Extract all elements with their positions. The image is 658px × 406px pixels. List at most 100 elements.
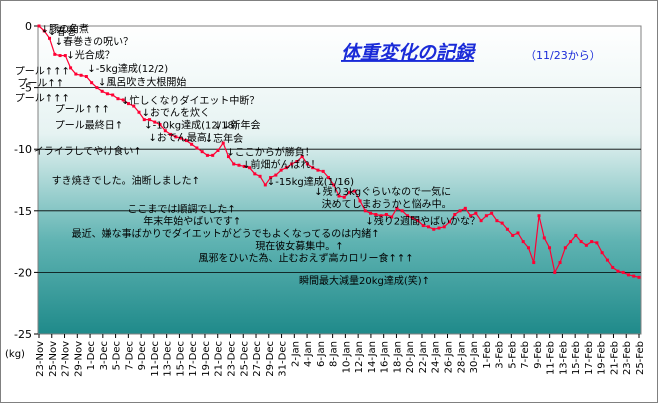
annotation-label: ↓ここからが勝負！	[226, 146, 314, 159]
x-tick-label: 25-Nov	[48, 341, 59, 377]
data-point	[416, 219, 420, 223]
annotations: ↓豚の角煮↓春巻↓春巻きの呪い？↓光合成？ ↓-5kg達成(12/2)↓風呂吹き大…	[15, 23, 480, 286]
data-point	[126, 102, 130, 106]
x-tick-label: 5-Feb	[507, 341, 518, 369]
data-point	[158, 123, 162, 127]
data-point	[442, 225, 446, 229]
data-point	[542, 236, 546, 240]
x-tick-label: 3-Feb	[495, 341, 506, 369]
x-tick-label: 9-Dec	[137, 341, 148, 370]
chart-subtitle: （11/23から）	[525, 49, 601, 62]
data-point	[453, 212, 457, 216]
data-point	[390, 215, 394, 219]
data-point	[53, 52, 57, 56]
x-tick-label: 23-Dec	[226, 341, 237, 377]
data-point	[548, 246, 552, 250]
x-tick-label: 7-Feb	[520, 341, 531, 369]
annotation-label: ↓忘年会	[205, 132, 243, 145]
annotation-label: イライラしてやけ食い↑	[34, 144, 142, 157]
x-tick-label: 8-Jan	[329, 341, 340, 367]
x-tick-label: 13-Dec	[163, 341, 174, 377]
annotation-label: 最近、嫌な事ばかりでダイエットがどうでもよくなってるのは内緒↑	[72, 227, 380, 240]
data-point	[48, 36, 52, 40]
annotation-label: ↓春巻	[48, 26, 76, 38]
x-tick-label: 24-Jan	[431, 341, 442, 373]
y-tick-label: -5	[21, 82, 32, 95]
data-point	[405, 214, 409, 218]
x-tick-label: 30-Jan	[469, 341, 480, 373]
x-tick-label: 17-Dec	[188, 341, 199, 377]
x-tick-label: 20-Jan	[405, 341, 416, 373]
data-point	[458, 209, 462, 213]
data-point	[374, 212, 378, 216]
data-point	[379, 214, 383, 218]
data-point	[300, 155, 304, 159]
data-point	[469, 214, 473, 218]
data-point	[58, 54, 62, 58]
x-tick-label: 27-Dec	[252, 341, 263, 377]
annotation-label: ↓おでん最高！	[148, 131, 216, 144]
x-tick-label: 9-Feb	[533, 341, 544, 369]
data-point	[332, 183, 336, 187]
x-tick-label: 18-Jan	[392, 341, 403, 373]
data-point	[305, 162, 309, 166]
annotation-label: プール↑↑↑	[15, 92, 70, 104]
data-point	[226, 155, 230, 159]
annotation-label: ↓おでんを炊く	[142, 106, 210, 119]
data-point	[532, 261, 536, 265]
x-tick-label: 4-Jan	[303, 341, 314, 367]
annotation-label: プール↑↑↑	[15, 65, 70, 77]
data-point	[363, 209, 367, 213]
annotation-label: すき焼きでした。油断しました↑	[52, 174, 200, 187]
x-tick-label: 19-Dec	[201, 341, 212, 377]
x-tick-label: 27-Nov	[61, 341, 72, 377]
data-point	[200, 150, 204, 154]
data-point	[348, 190, 352, 194]
data-point	[600, 251, 604, 255]
data-point	[369, 211, 373, 215]
data-point	[121, 98, 125, 102]
x-tick-label: 29-Nov	[73, 341, 84, 377]
data-point	[395, 206, 399, 210]
data-point	[205, 153, 209, 157]
data-point	[211, 153, 215, 157]
x-tick-label: 6-Jan	[316, 341, 327, 367]
data-point	[605, 258, 609, 262]
x-tick-label: 10-Jan	[341, 341, 352, 373]
data-point	[74, 72, 78, 76]
data-point	[111, 93, 115, 97]
data-point	[42, 29, 46, 33]
y-tick-label: 0	[25, 20, 32, 33]
data-point	[279, 168, 283, 172]
x-tick-label: 23-Feb	[622, 341, 633, 375]
data-point	[626, 273, 630, 277]
annotation-label: プール↑↑↑	[55, 104, 110, 116]
plot-background	[37, 25, 642, 335]
x-tick-label: 11-Dec	[150, 341, 161, 377]
annotation-label: ↓光合成？	[66, 48, 114, 61]
y-axis: 0 -5 -10 -15 -20 -25	[14, 20, 38, 341]
data-point	[342, 195, 346, 199]
data-point	[611, 265, 615, 269]
gridlines	[38, 87, 641, 273]
x-tick-label: 21-Feb	[609, 341, 620, 375]
data-point	[284, 166, 288, 170]
x-tick-label: 7-Dec	[124, 341, 135, 370]
x-tick-label: 31-Dec	[278, 341, 289, 377]
annotation-label: 瞬間最大減量20kg達成(笑)↑	[299, 274, 430, 287]
annotation-label: ↓風呂吹き大根開始	[98, 75, 186, 88]
x-tick-label: 26-Jan	[444, 341, 455, 373]
data-point	[95, 86, 99, 90]
annotation-label: ↓-5kg達成(12/2)	[87, 63, 168, 75]
data-points	[37, 24, 641, 279]
data-point	[37, 24, 41, 28]
data-point	[248, 166, 252, 170]
data-point	[637, 275, 641, 279]
data-point	[90, 81, 94, 85]
data-point	[437, 226, 441, 230]
annotation-label: ↓前畑がんばれ！	[242, 158, 320, 171]
data-point	[400, 209, 404, 213]
data-point	[553, 270, 557, 274]
data-point	[195, 146, 199, 150]
